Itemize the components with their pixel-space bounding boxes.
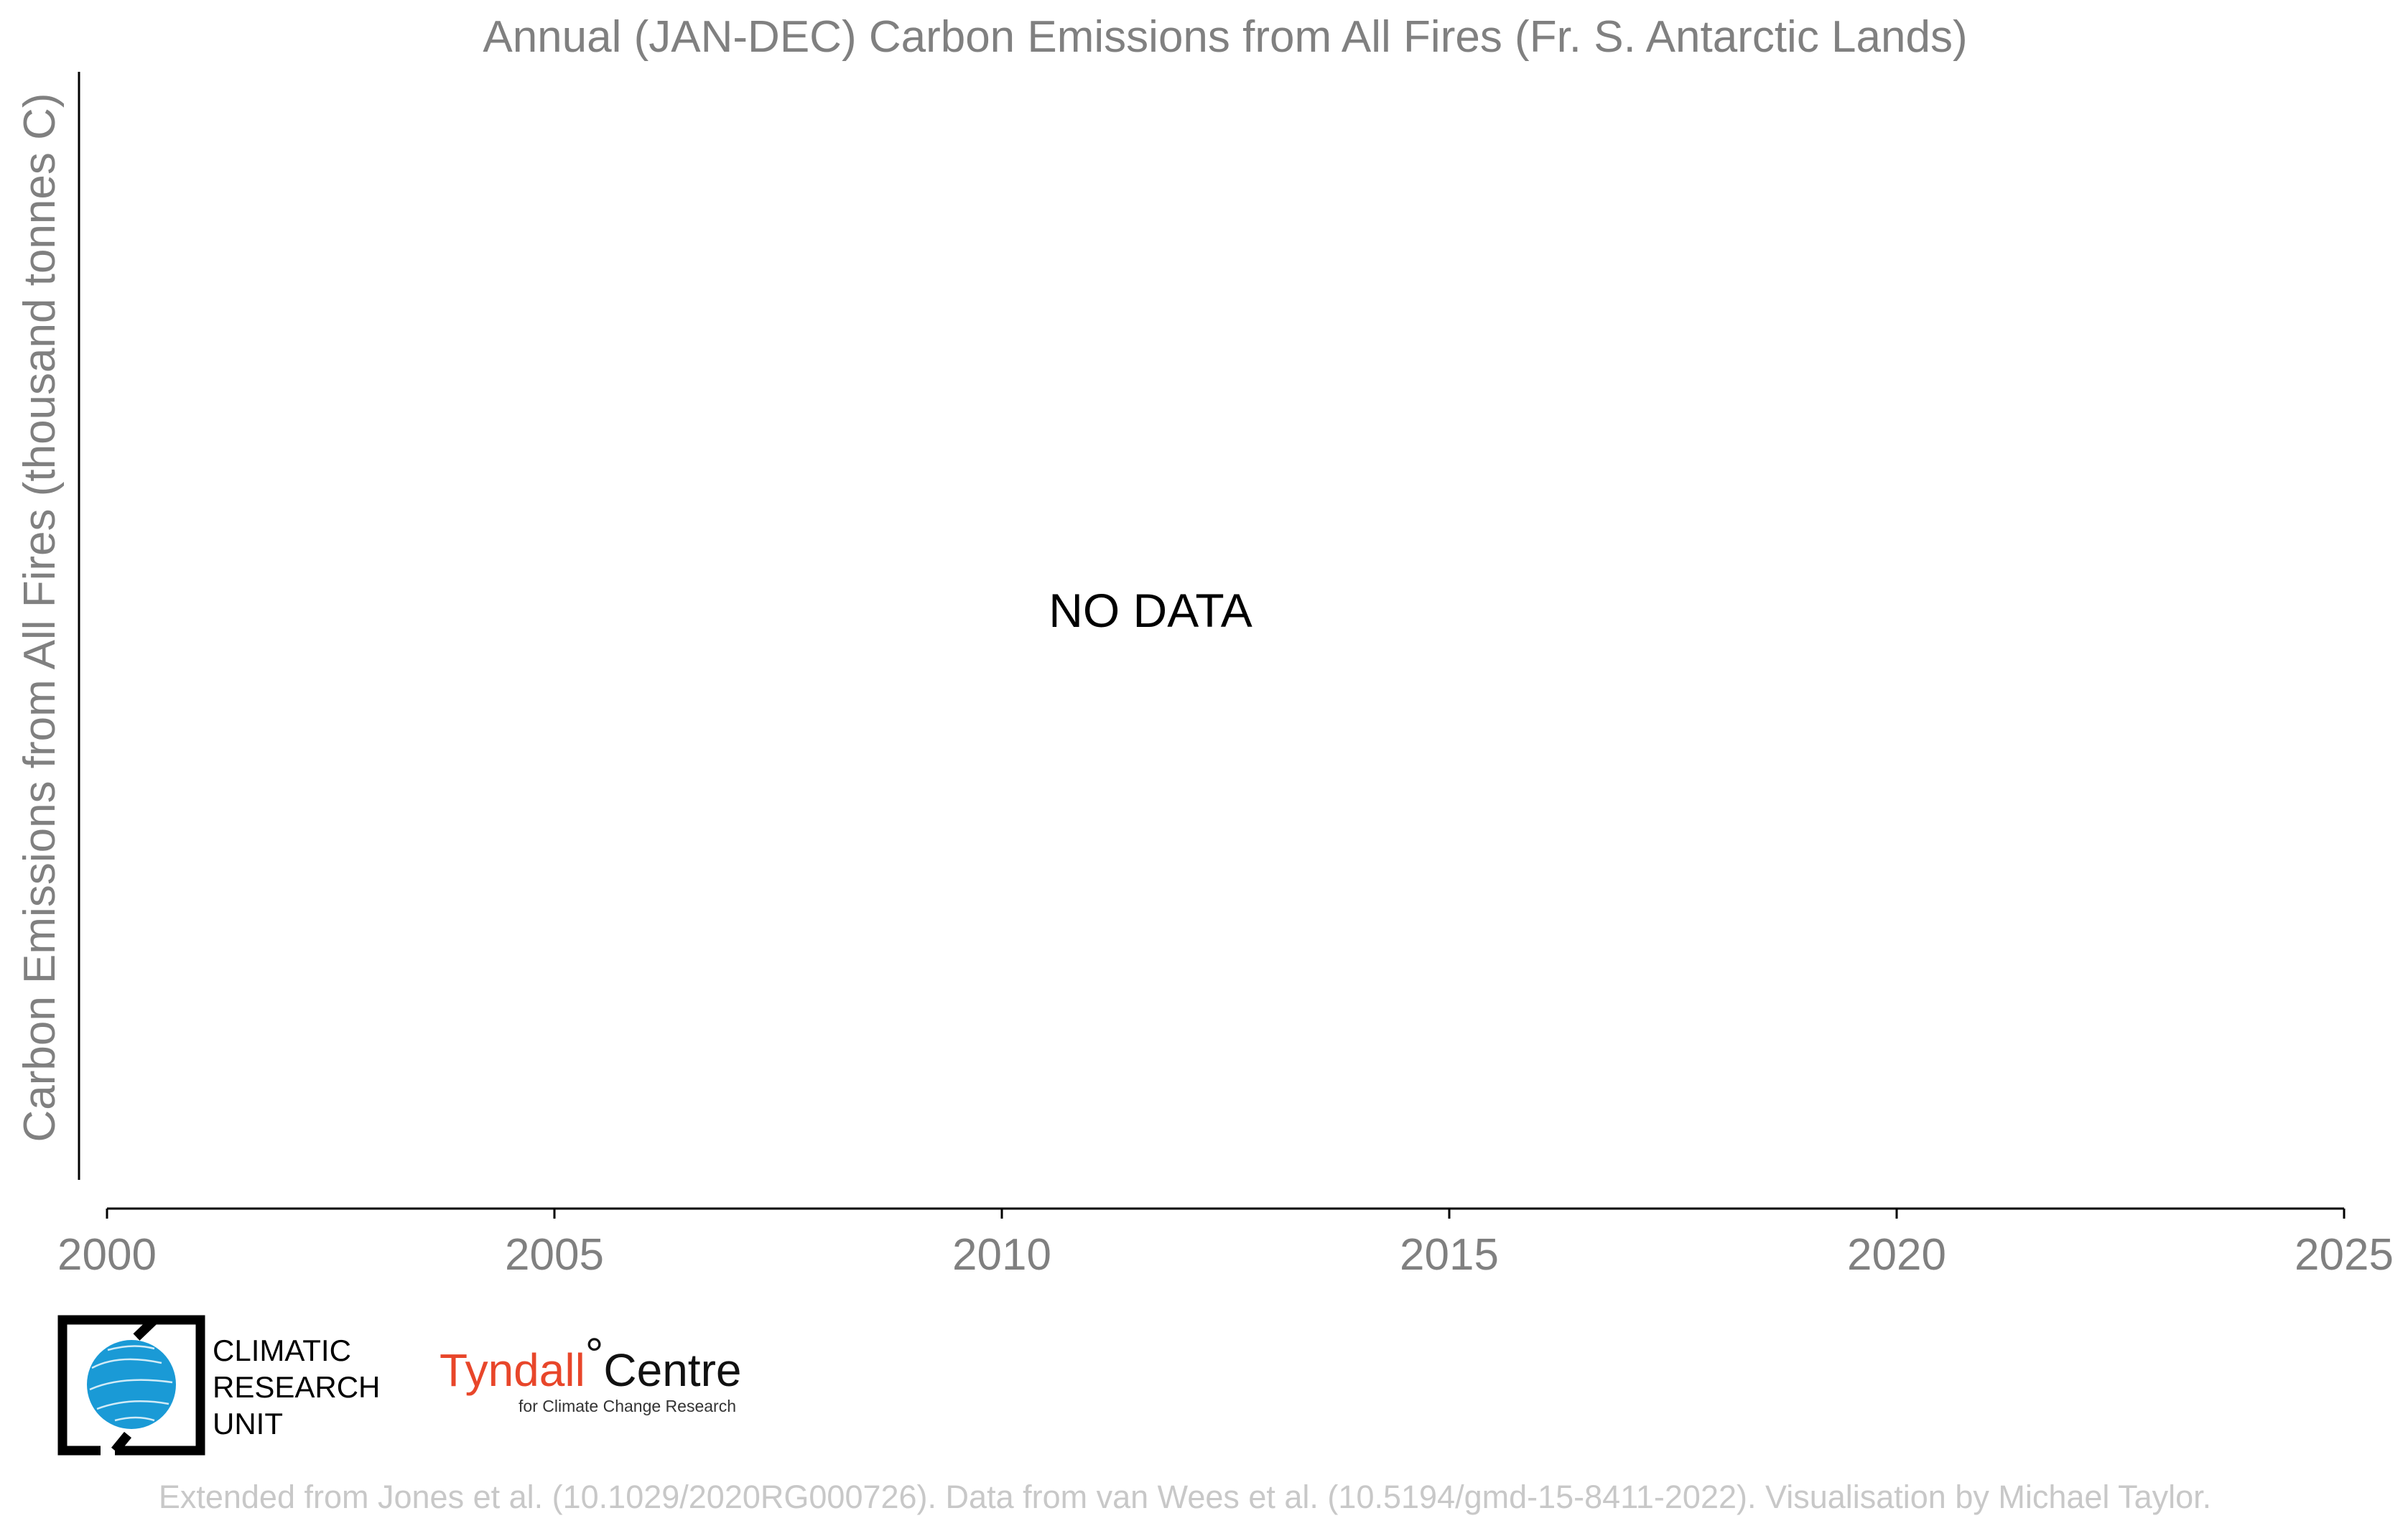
footer-credits: Extended from Jones et al. (10.1029/2020… bbox=[159, 1479, 2211, 1515]
cru-bracket-icon bbox=[57, 1315, 205, 1456]
tyndall-subtitle: for Climate Change Research bbox=[519, 1397, 736, 1415]
tyndall-logo: Tyndall°Centre for Climate Change Resear… bbox=[440, 1328, 741, 1415]
x-axis-ticks: 2000 2005 2010 2015 2020 2025 bbox=[57, 1209, 2394, 1280]
tyndall-centre: Centre bbox=[603, 1344, 741, 1396]
x-tick-label: 2005 bbox=[505, 1230, 604, 1280]
x-tick-label: 2025 bbox=[2295, 1230, 2394, 1280]
cru-text-line-3: UNIT bbox=[213, 1407, 283, 1441]
x-tick-label: 2010 bbox=[952, 1230, 1051, 1280]
x-tick-label: 2020 bbox=[1847, 1230, 1946, 1280]
chart-title: Annual (JAN-DEC) Carbon Emissions from A… bbox=[483, 12, 1967, 62]
cru-text-line-1: CLIMATIC bbox=[213, 1334, 351, 1367]
cru-text-line-2: RESEARCH bbox=[213, 1370, 380, 1404]
x-tick-label: 2015 bbox=[1400, 1230, 1499, 1280]
tyndall-name: Tyndall bbox=[440, 1344, 585, 1396]
no-data-annotation: NO DATA bbox=[1049, 584, 1252, 637]
cru-globe-icon bbox=[87, 1340, 176, 1429]
cru-logo: CLIMATIC RESEARCH UNIT bbox=[57, 1315, 380, 1456]
x-tick-label: 2000 bbox=[57, 1230, 157, 1280]
svg-text:Tyndall°Centre: Tyndall°Centre bbox=[440, 1328, 741, 1396]
y-axis-label: Carbon Emissions from All Fires (thousan… bbox=[15, 93, 65, 1142]
tyndall-degree: ° bbox=[585, 1328, 604, 1380]
